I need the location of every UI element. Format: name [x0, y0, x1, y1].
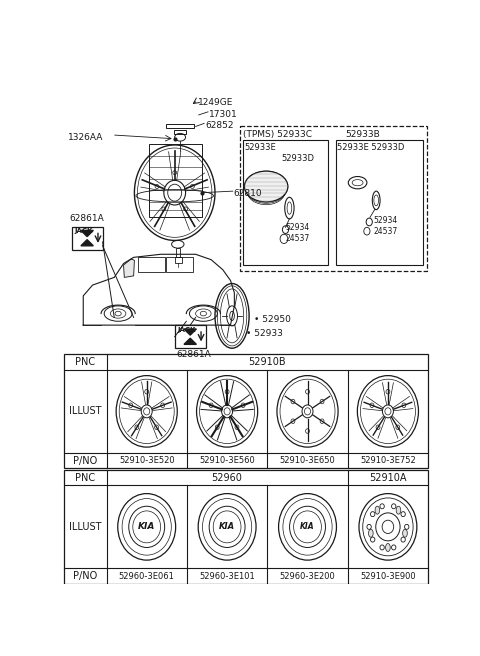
Text: 62852: 62852	[205, 121, 233, 130]
Text: 62810: 62810	[234, 189, 262, 198]
Text: 52910-3E560: 52910-3E560	[199, 456, 255, 465]
Bar	[166, 256, 193, 272]
Text: JACK: JACK	[177, 327, 195, 333]
Text: 24537: 24537	[373, 226, 397, 236]
Text: 17301: 17301	[209, 110, 238, 119]
Text: 52933B: 52933B	[345, 129, 380, 138]
Text: PNC: PNC	[75, 472, 95, 483]
Text: 1249GE: 1249GE	[198, 98, 233, 107]
Bar	[175, 257, 181, 263]
Text: 52960-3E061: 52960-3E061	[119, 571, 175, 581]
Text: 24537: 24537	[286, 234, 310, 243]
Bar	[175, 325, 206, 348]
Bar	[137, 256, 165, 272]
Ellipse shape	[396, 506, 401, 514]
Text: ILLUST: ILLUST	[69, 406, 101, 417]
Bar	[166, 124, 194, 128]
Text: 52960-3E101: 52960-3E101	[199, 571, 255, 581]
Text: 62861A: 62861A	[176, 350, 211, 359]
Text: 52960-3E200: 52960-3E200	[280, 571, 336, 581]
Bar	[243, 140, 328, 265]
Text: 62861A: 62861A	[69, 214, 104, 222]
Text: KIA: KIA	[219, 522, 235, 531]
Text: 52960: 52960	[212, 472, 242, 483]
Polygon shape	[184, 329, 196, 335]
Ellipse shape	[375, 506, 380, 514]
Text: P/NO: P/NO	[73, 456, 97, 466]
Text: (TPMS) 52933C: (TPMS) 52933C	[243, 129, 312, 138]
Text: 52910B: 52910B	[249, 357, 286, 367]
Bar	[176, 248, 180, 257]
Ellipse shape	[403, 529, 408, 537]
Bar	[72, 226, 103, 250]
Text: ILLUST: ILLUST	[69, 522, 101, 532]
Text: 52910-3E650: 52910-3E650	[280, 456, 336, 465]
Bar	[64, 354, 428, 468]
Text: 52933D: 52933D	[282, 154, 315, 163]
Text: 52910-3E520: 52910-3E520	[119, 456, 175, 465]
Text: 52910-3E752: 52910-3E752	[360, 456, 416, 465]
Text: KIA: KIA	[138, 522, 156, 531]
Polygon shape	[81, 230, 93, 237]
Text: • 52950: • 52950	[254, 315, 290, 324]
Bar	[240, 127, 427, 271]
Text: JACK: JACK	[74, 228, 92, 234]
Text: PNC: PNC	[75, 357, 95, 367]
Bar	[336, 140, 423, 265]
Ellipse shape	[244, 171, 288, 202]
Text: 52934: 52934	[373, 216, 397, 225]
Text: 52910A: 52910A	[369, 472, 407, 483]
Bar	[64, 470, 428, 584]
Bar	[174, 129, 186, 134]
Ellipse shape	[385, 543, 390, 552]
Text: 52910-3E900: 52910-3E900	[360, 571, 416, 581]
Text: 1326AA: 1326AA	[68, 133, 103, 142]
Text: 52933E 52933D: 52933E 52933D	[337, 144, 405, 152]
Text: • 52933: • 52933	[246, 329, 283, 338]
Text: 52933E: 52933E	[244, 144, 276, 152]
Polygon shape	[123, 259, 134, 277]
Ellipse shape	[369, 529, 373, 537]
Text: KIA: KIA	[300, 522, 315, 531]
Text: P/NO: P/NO	[73, 571, 97, 581]
Text: 52934: 52934	[286, 224, 310, 232]
Bar	[149, 144, 202, 217]
Polygon shape	[184, 338, 196, 344]
Polygon shape	[81, 239, 93, 246]
